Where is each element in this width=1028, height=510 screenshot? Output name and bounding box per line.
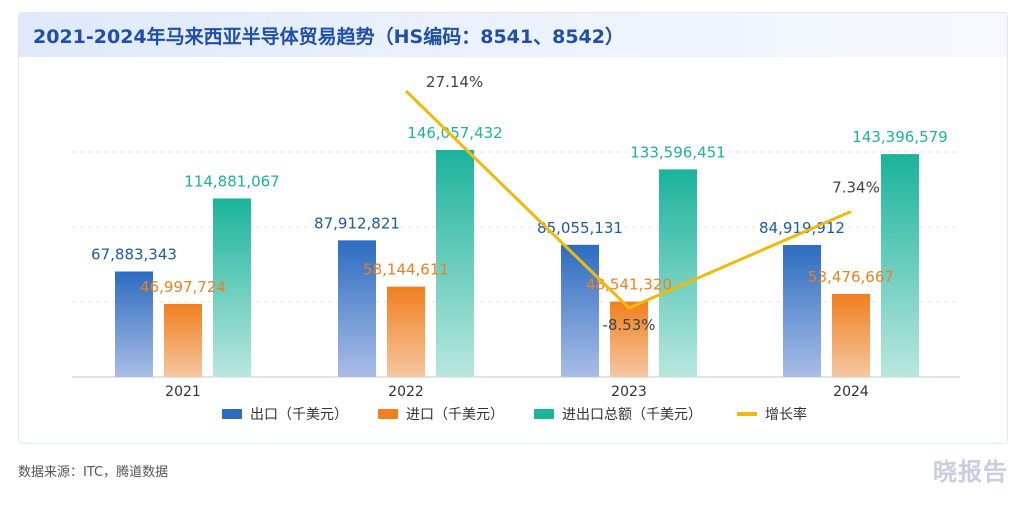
legend-label: 进口（千美元） xyxy=(406,407,504,423)
chart-title: 2021-2024年马来西亚半导体贸易趋势（HS编码：8541、8542） xyxy=(33,26,624,48)
data-label-import-2024: 53,476,667 xyxy=(808,268,894,286)
legend-label: 进出口总额（千美元） xyxy=(562,407,702,423)
legend-item-3[interactable]: 增长率 xyxy=(737,406,807,423)
growth-rate-line[interactable] xyxy=(404,89,852,310)
bar-total-2023[interactable] xyxy=(659,169,697,377)
x-tick-label: 2024 xyxy=(833,384,869,400)
growth-label-2023: -8.53% xyxy=(602,316,655,334)
legend-swatch xyxy=(222,409,242,419)
bar-import-2023[interactable] xyxy=(610,301,648,377)
data-source-note: 数据来源：ITC，腾道数据 xyxy=(18,465,169,480)
data-label-export-2022: 87,912,821 xyxy=(314,214,400,232)
bar-total-2024[interactable] xyxy=(881,154,919,377)
data-label-export-2021: 67,883,343 xyxy=(91,245,177,263)
bar-total-2022[interactable] xyxy=(436,150,474,377)
growth-label-2022: 27.14% xyxy=(426,73,483,91)
bar-import-2021[interactable] xyxy=(164,303,202,377)
bar-export-2021[interactable] xyxy=(115,271,153,377)
legend-swatch xyxy=(737,412,757,416)
data-label-import-2022: 58,144,611 xyxy=(363,261,449,279)
legend-label: 增长率 xyxy=(765,406,807,423)
bar-export-2023[interactable] xyxy=(561,244,599,377)
data-label-total-2023: 133,596,451 xyxy=(630,143,725,161)
x-tick-label: 2021 xyxy=(165,384,201,400)
growth-label-2024: 7.34% xyxy=(832,178,880,196)
data-label-import-2021: 46,997,724 xyxy=(140,278,226,296)
legend-item-2[interactable]: 进出口总额（千美元） xyxy=(534,407,702,423)
x-tick-label: 2022 xyxy=(388,384,424,400)
bar-export-2024[interactable] xyxy=(783,245,821,377)
data-label-total-2022: 146,057,432 xyxy=(407,124,502,142)
bar-import-2022[interactable] xyxy=(387,286,425,377)
legend-swatch xyxy=(378,409,398,419)
brand-logo: 晓报告 xyxy=(933,458,1008,486)
data-label-export-2023: 85,055,131 xyxy=(537,219,623,237)
bar-export-2022[interactable] xyxy=(338,240,376,377)
chart-header: 2021-2024年马来西亚半导体贸易趋势（HS编码：8541、8542） xyxy=(19,13,1007,57)
bar-import-2024[interactable] xyxy=(832,293,870,377)
legend-swatch xyxy=(534,409,554,419)
bar-total-2021[interactable] xyxy=(213,198,251,377)
legend-label: 出口（千美元） xyxy=(250,407,348,423)
legend-item-0[interactable]: 出口（千美元） xyxy=(222,407,348,423)
x-tick-label: 2023 xyxy=(611,384,647,400)
data-label-total-2021: 114,881,067 xyxy=(184,172,279,190)
data-label-total-2024: 143,396,579 xyxy=(852,128,947,146)
legend-item-1[interactable]: 进口（千美元） xyxy=(378,407,504,423)
